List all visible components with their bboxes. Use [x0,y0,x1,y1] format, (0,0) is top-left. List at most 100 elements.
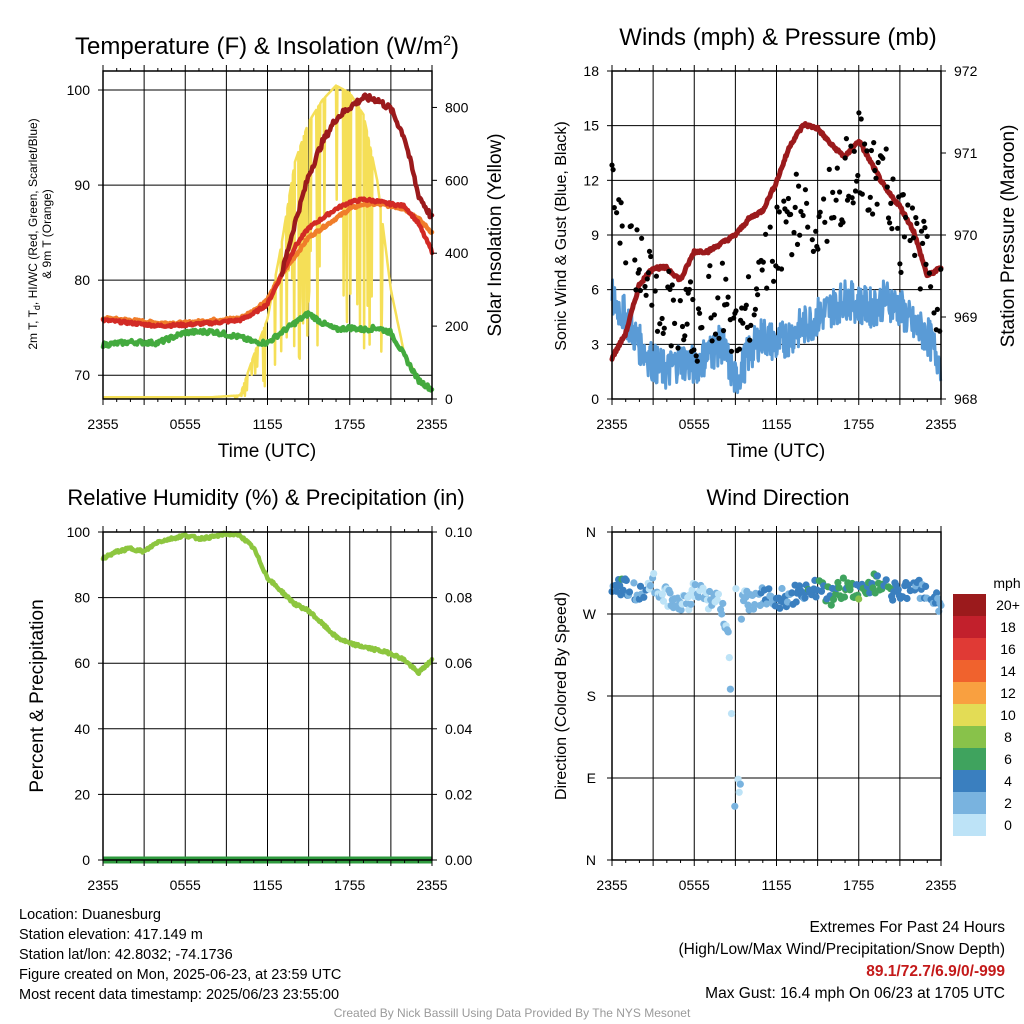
wind-time-tick-label: 1755 [843,416,874,432]
wind-left-tick-label: 12 [583,172,599,188]
gust-point [796,183,802,189]
gust-point [856,110,862,116]
temperature-right-ticks: 0 200 400 600 800 [432,99,469,407]
gust-point [864,148,870,154]
extremes-subtitle: (High/Low/Max Wind/Precipitation/Snow De… [678,941,1006,958]
gust-point [867,194,873,200]
temperature-time-ticks: 2355 0555 1155 1755 2355 [87,65,448,432]
speed-legend-label: 0 [1004,817,1012,833]
gust-point [693,353,699,359]
gust-point [789,252,795,258]
wind-direction-point [695,593,703,601]
gust-point [679,323,686,330]
wind-time-tick-label: 2355 [596,416,627,432]
wind-direction-point [839,574,848,582]
gust-point [682,333,688,339]
station-latlon: Station lat/lon: 42.8032; -74.1736 [19,947,233,963]
wind-direction-point [933,589,941,597]
rh-time-tick-label: 2355 [416,877,447,893]
gust-point [854,178,860,184]
gust-point [826,166,832,172]
wind-direction-point [625,588,634,596]
gust-point [783,219,789,225]
relative-humidity-line [100,530,435,677]
wind-left-tick-label: 3 [591,336,599,352]
gust-point [883,146,889,152]
temperature-ylabel-right: Solar Insolation (Yellow) [485,133,506,336]
speed-legend-label: 20+ [996,597,1020,613]
temp-left-tick-label: 100 [67,82,91,98]
wind-direction-point [801,594,809,602]
temp-time-tick-label: 1755 [334,416,365,432]
gust-point [895,225,901,231]
gust-point [924,233,930,239]
winds-plot-area [609,110,944,395]
winds-title: Winds (mph) & Pressure (mb) [619,24,936,51]
wind-direction-point [904,581,912,589]
gust-point [914,220,920,226]
extremes-values: 89.1/72.7/6.9/0/-999 [866,963,1005,980]
gust-point [753,286,760,292]
gust-point [697,310,703,316]
gust-point [634,227,640,233]
gust-point [648,253,654,260]
wind-direction-point [840,593,849,601]
gust-point [771,278,777,284]
gust-point [672,320,678,326]
speed-legend-swatch [953,638,986,660]
dir-left-tick-label: N [586,524,596,540]
dir-left-tick-label: E [587,770,596,786]
sonic-wind-line [610,278,943,395]
gust-point [636,267,642,273]
gust-point [873,175,879,181]
gust-point [751,312,757,318]
gust-point [889,226,895,232]
gust-point [769,258,776,264]
gust-point [611,205,617,211]
gust-point [817,209,823,215]
2m-temperature-line [100,196,435,330]
gust-point [805,224,811,230]
speed-legend-label: 8 [1004,729,1012,745]
figure-created: Figure created on Mon, 2025-06-23, at 23… [19,967,342,983]
speed-legend-swatch [953,616,986,638]
gust-point [733,308,739,314]
speed-legend-label: 18 [1000,619,1016,635]
temp-right-tick-label: 800 [445,99,469,115]
extremes-info: Extremes For Past 24 Hours (High/Low/Max… [679,917,1006,1005]
gust-point [909,205,916,211]
gust-point [748,322,754,328]
humidity-right-ticks: 0.00 0.02 0.04 0.06 0.08 0.10 [432,524,472,868]
temperature-xlabel: Time (UTC) [218,441,317,462]
speed-legend-label: 12 [1000,685,1016,701]
gust-point [774,204,780,210]
humidity-grid [103,532,432,860]
gust-point [910,235,917,241]
wind-direction-point [650,570,658,578]
gust-point [821,196,827,202]
gust-point [675,345,681,351]
wind-left-tick-label: 9 [591,227,599,243]
speed-legend-swatch [953,792,986,814]
direction-left-ticks: N E S W N [583,524,612,868]
temp-time-tick-label: 2355 [416,416,447,432]
gust-point [719,260,726,266]
wind-direction-point [619,586,627,594]
gust-point [767,224,773,230]
wind-direction-point [666,589,674,597]
gust-point [859,191,865,197]
humidity-left-ticks: 0 20 40 60 80 100 [67,524,103,868]
gust-point [743,302,749,308]
gust-point [830,189,836,195]
temperature-ylabel-left-line2: & 9m T (Orange) [40,189,54,279]
gust-point [923,261,929,267]
wind-direction-point [691,581,699,589]
gust-point [844,197,851,203]
gust-point [848,143,854,149]
gust-point [759,267,765,273]
gust-point [755,292,761,298]
winds-ylabel-left: Sonic Wind & Gust (Blue, Black) [553,121,570,350]
gust-point [870,211,876,217]
speed-legend-swatch [953,594,986,616]
